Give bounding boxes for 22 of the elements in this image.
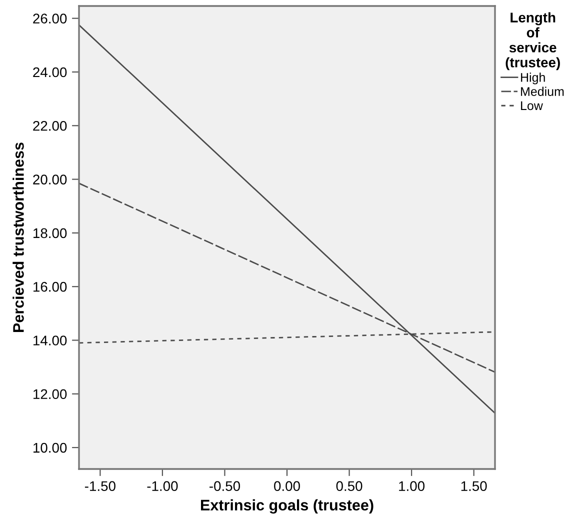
y-tick-label: 12.00 [34,389,67,400]
y-tick-label: 14.00 [34,336,67,346]
legend-title: Length of service (trustee) [506,12,560,70]
legend-label: Medium [521,86,564,96]
y-tick-label: 16.00 [34,282,67,292]
x-tick-label: 0.50 [336,481,362,492]
y-tick-label: 18.00 [34,228,67,238]
y-tick-label: 22.00 [33,120,67,131]
x-tick-label: 0.00 [274,481,300,492]
x-tick-label: 1.50 [461,481,487,492]
y-tick-label: 24.00 [33,67,67,78]
legend-label: Low [521,101,543,110]
x-tick-label: -1.50 [84,481,116,492]
legend-label: High [521,72,545,84]
x-axis-title: Extrinsic goals (trustee) [201,499,374,514]
x-tick-label: -0.50 [210,481,240,492]
y-axis-title: Percieved trustworthiness [12,142,24,332]
y-tick-label: 26.00 [33,14,67,24]
x-tick-label: -1.00 [147,481,178,492]
x-tick-label: 1.00 [399,481,425,492]
y-tick-label: 10.00 [34,442,67,453]
y-tick-label: 20.00 [33,174,67,184]
